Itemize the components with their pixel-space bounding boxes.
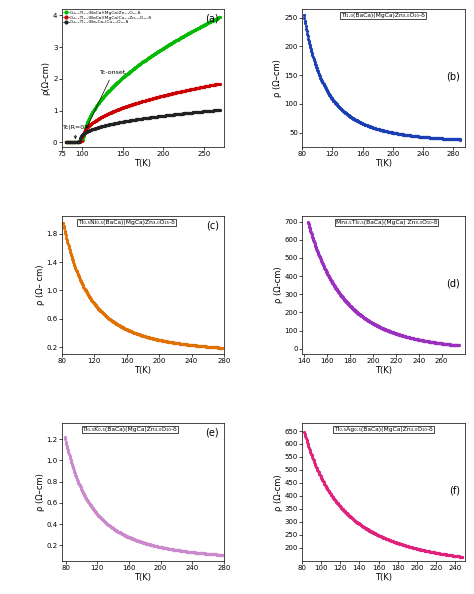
Y-axis label: ρ (Ω– cm): ρ (Ω– cm) (36, 265, 45, 305)
Y-axis label: ρ (Ω–cm): ρ (Ω–cm) (273, 59, 282, 97)
Text: Tl₁.₀(BaCa)(MgCa)Zn₃.₀O₁₀-δ: Tl₁.₀(BaCa)(MgCa)Zn₃.₀O₁₀-δ (341, 13, 425, 18)
Text: Mn₃.₅Tl₀.₅(BaCa)(MgCa) Zn₃.₀O₁₀-δ: Mn₃.₅Tl₀.₅(BaCa)(MgCa) Zn₃.₀O₁₀-δ (336, 220, 438, 225)
X-axis label: T(K): T(K) (134, 159, 151, 168)
Text: Tl₀.₅K₀.₅(BaCa)(MgCa)Zn₃.₀O₁₀-δ: Tl₀.₅K₀.₅(BaCa)(MgCa)Zn₃.₀O₁₀-δ (82, 427, 177, 432)
Y-axis label: ρ (Ω-cm): ρ (Ω-cm) (274, 267, 283, 304)
Text: Tc-onset: Tc-onset (87, 70, 126, 128)
Text: Tl₀.₅Ni₀.₅(BaCa)(MgCa)Zn₃.₀O₁₅-δ: Tl₀.₅Ni₀.₅(BaCa)(MgCa)Zn₃.₀O₁₅-δ (78, 220, 175, 225)
Legend: Cu₀.₅Tl₁.₀(BaCa)(MgCa)Zn₁.₄O₁₀-δ, Cu₀.₅Tl₁.₀(BaCa)(MgCa)Cu₁.₄Zn₁.₂O₁₀-δ, Cu₀.₅Tl: Cu₀.₅Tl₁.₀(BaCa)(MgCa)Zn₁.₄O₁₀-δ, Cu₀.₅T… (63, 10, 153, 25)
Y-axis label: ρ(Ω-cm): ρ(Ω-cm) (41, 61, 50, 95)
X-axis label: T(K): T(K) (134, 366, 151, 375)
Text: (b): (b) (446, 71, 460, 81)
Text: Tc(R=0): Tc(R=0) (63, 125, 87, 138)
Text: (a): (a) (206, 13, 219, 23)
Y-axis label: ρ (Ω–cm): ρ (Ω–cm) (36, 473, 45, 511)
X-axis label: T(K): T(K) (375, 573, 392, 582)
Text: (d): (d) (446, 278, 460, 288)
X-axis label: T(K): T(K) (375, 159, 392, 168)
X-axis label: T(K): T(K) (134, 573, 151, 582)
Y-axis label: ρ (Ω-cm): ρ (Ω-cm) (274, 474, 283, 511)
Text: (c): (c) (206, 220, 219, 230)
Text: Tl₀.₅Ag₀.₅(BaCa)(MgCa)Zn₃.₀O₁₀-δ: Tl₀.₅Ag₀.₅(BaCa)(MgCa)Zn₃.₀O₁₀-δ (334, 427, 433, 432)
X-axis label: T(K): T(K) (375, 366, 392, 375)
Text: (f): (f) (449, 485, 460, 495)
Text: (e): (e) (206, 427, 219, 437)
